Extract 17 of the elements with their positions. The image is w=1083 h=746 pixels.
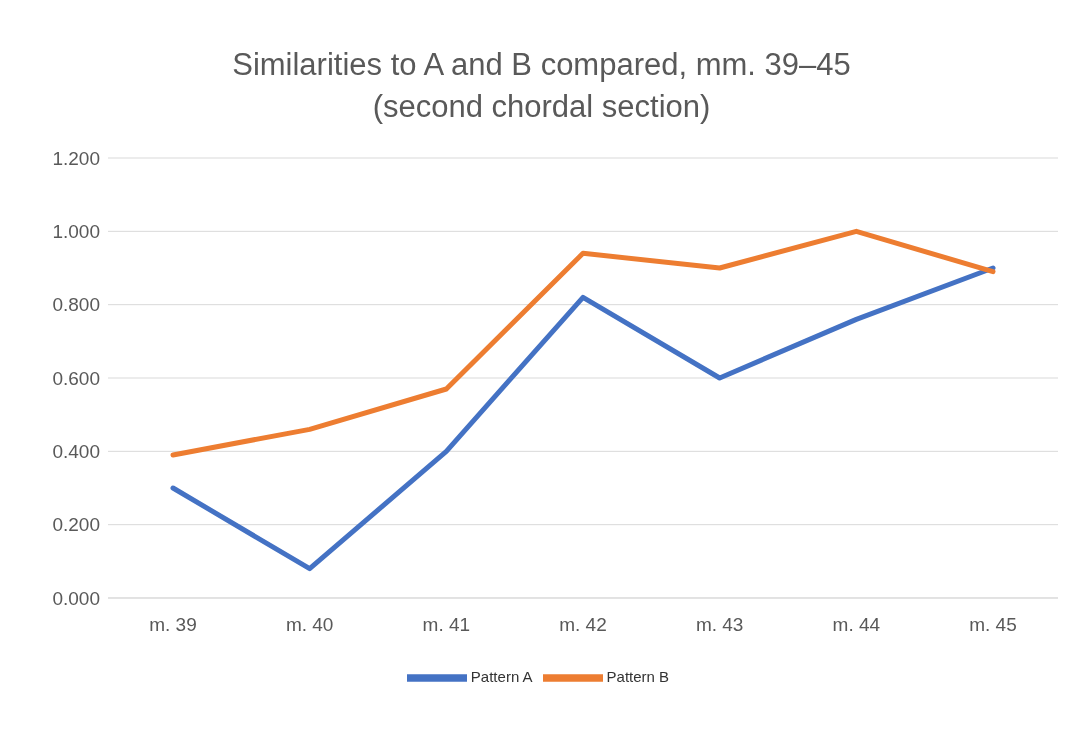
y-tick-label: 0.200 [52,514,100,536]
x-tick-label: m. 39 [149,614,197,636]
y-tick-label: 1.200 [52,147,100,169]
y-tick-label: 1.000 [52,221,100,243]
chart-title: Similarities to A and B compared, mm. 39–45 (second chordal section) [231,46,852,126]
y-tick-label: 0.400 [52,441,100,463]
y-tick-label: 0.600 [52,367,100,389]
x-tick-label: m. 40 [285,614,334,636]
legend-label: Pattern A [470,667,533,685]
y-tick-label: 0.000 [52,587,100,609]
y-tick-label: 0.800 [52,294,100,316]
x-tick-label: m. 43 [695,614,744,636]
x-tick-label: m. 44 [832,614,881,636]
x-tick-label: m. 41 [422,614,471,636]
x-tick-label: m. 42 [559,614,607,636]
x-tick-label: m. 45 [969,614,1017,636]
legend-label: Pattern B [606,667,670,685]
